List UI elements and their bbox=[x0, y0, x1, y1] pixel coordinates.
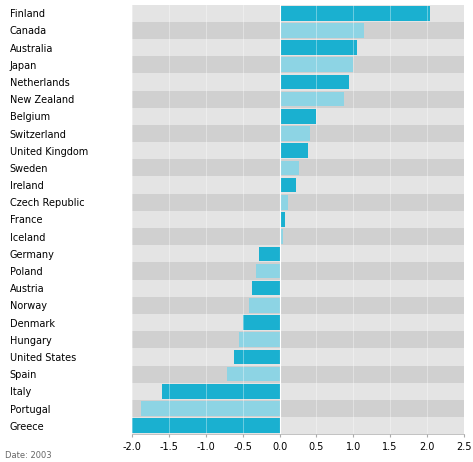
Bar bbox=[141, 401, 280, 416]
Bar bbox=[227, 367, 280, 382]
Bar bbox=[280, 195, 289, 210]
Bar bbox=[239, 333, 280, 347]
Bar bbox=[132, 176, 464, 194]
Bar bbox=[132, 365, 464, 383]
Bar bbox=[132, 73, 464, 91]
Bar bbox=[162, 384, 280, 399]
Bar bbox=[132, 91, 464, 108]
Bar bbox=[132, 280, 464, 297]
Text: Date: 2003: Date: 2003 bbox=[5, 451, 52, 460]
Bar bbox=[132, 56, 464, 73]
Bar bbox=[280, 109, 316, 124]
Bar bbox=[252, 281, 280, 296]
Bar bbox=[280, 126, 310, 141]
Bar bbox=[132, 297, 464, 314]
Bar bbox=[132, 125, 464, 142]
Bar bbox=[280, 75, 350, 89]
Bar bbox=[280, 23, 364, 38]
Bar bbox=[132, 245, 464, 262]
Bar bbox=[256, 264, 280, 278]
Bar bbox=[280, 6, 430, 20]
Bar bbox=[132, 348, 464, 365]
Bar bbox=[280, 212, 285, 227]
Bar bbox=[132, 314, 464, 331]
Bar bbox=[132, 417, 464, 434]
Bar bbox=[280, 40, 357, 55]
Bar bbox=[132, 159, 464, 176]
Bar bbox=[280, 178, 296, 192]
Bar bbox=[132, 262, 464, 280]
Bar bbox=[249, 298, 280, 313]
Bar bbox=[132, 331, 464, 348]
Bar bbox=[132, 400, 464, 417]
Bar bbox=[280, 143, 307, 158]
Bar bbox=[234, 350, 280, 364]
Bar bbox=[132, 228, 464, 245]
Bar bbox=[132, 39, 464, 56]
Bar bbox=[243, 315, 280, 330]
Bar bbox=[132, 211, 464, 228]
Bar bbox=[280, 92, 343, 106]
Bar bbox=[132, 5, 464, 22]
Bar bbox=[280, 161, 299, 175]
Bar bbox=[280, 229, 282, 244]
Bar bbox=[132, 142, 464, 159]
Bar bbox=[132, 108, 464, 125]
Bar bbox=[259, 247, 280, 261]
Bar bbox=[132, 194, 464, 211]
Bar bbox=[132, 419, 280, 433]
Bar bbox=[132, 22, 464, 39]
Bar bbox=[280, 57, 353, 72]
Bar bbox=[132, 383, 464, 400]
